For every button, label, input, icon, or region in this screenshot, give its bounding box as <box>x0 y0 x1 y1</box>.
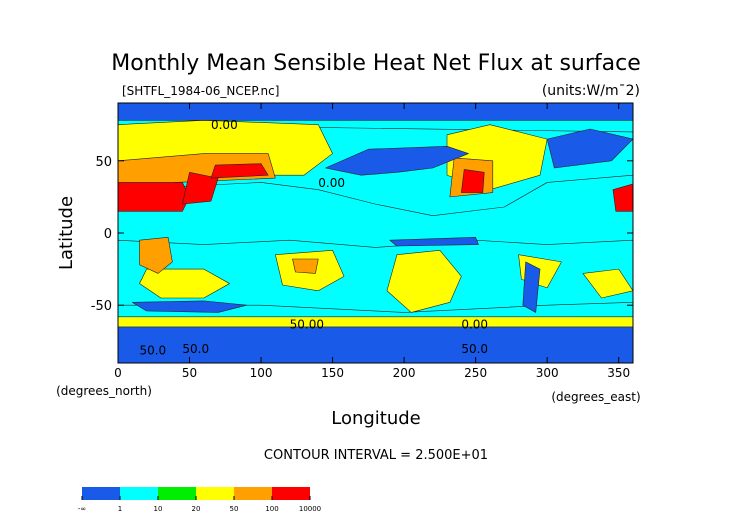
contour-region-level-4 <box>292 258 319 274</box>
y-tick-label: 0 <box>104 227 112 242</box>
contour-region-level-3 <box>139 268 230 299</box>
x-tick-label: 150 <box>321 366 344 380</box>
colorbar-swatch <box>272 487 310 500</box>
x-axis-title: Longitude <box>331 408 421 429</box>
contour-region-level-0 <box>118 103 633 121</box>
contour-region-level-0 <box>325 146 469 176</box>
colorbar-label: 50 <box>230 505 239 513</box>
colorbar-swatch <box>234 487 272 500</box>
y-axis-title: Latitude <box>56 196 77 270</box>
plot-title: Monthly Mean Sensible Heat Net Flux at s… <box>111 51 641 76</box>
contour-interval: CONTOUR INTERVAL = 2.500E+01 <box>264 448 488 463</box>
contour-region-level-5 <box>182 172 219 205</box>
contour-region-level-0 <box>132 300 248 313</box>
contour-map <box>118 103 633 363</box>
colorbar-label: 20 <box>192 505 201 513</box>
contour-label: 0.00 <box>318 176 345 190</box>
colorbar-swatch <box>196 487 234 500</box>
contour-label: 50.0 <box>182 342 209 356</box>
x-tick-label: 350 <box>607 366 630 380</box>
axes: 0 50 100 150 200 250 300 350 -50 0 50 <box>91 103 633 380</box>
contour-label: 50.0 <box>139 343 166 357</box>
contour-region-level-4 <box>139 237 173 274</box>
contour-region-level-0 <box>522 261 541 313</box>
colorbar-label: -∞ <box>78 505 86 513</box>
contour-region-level-0 <box>389 237 479 247</box>
contour-region-level-5 <box>461 169 485 193</box>
x-tick-label: 100 <box>250 366 273 380</box>
colorbar: -∞ 1 10 20 50 100 10000 <box>78 487 321 513</box>
units-label: (units:W/m¯2) <box>542 83 640 99</box>
x-tick-label: 300 <box>536 366 559 380</box>
contour-region-level-5 <box>210 163 269 179</box>
contour-labels: 50.0 50.0 50.0 50.00 0.00 0.00 0.00 <box>139 118 488 357</box>
x-unit-label: (degrees_east) <box>551 390 640 404</box>
contour-region-level-3 <box>118 316 633 329</box>
x-tick-label: 0 <box>114 366 122 380</box>
contour-label: 50.00 <box>290 317 324 331</box>
y-unit-label: (degrees_north) <box>56 384 152 398</box>
contour-region-level-5 <box>118 182 190 212</box>
colorbar-swatch <box>120 487 158 500</box>
contour-region-level-0 <box>118 326 633 363</box>
contour-label: 0.00 <box>211 118 238 132</box>
colorbar-swatch <box>158 487 196 500</box>
colorbar-label: 100 <box>265 505 278 513</box>
contour-label: 50.0 <box>461 342 488 356</box>
contour-region-level-3 <box>582 268 633 299</box>
colorbar-label: 10 <box>154 505 163 513</box>
contour-region-level-3 <box>386 250 462 313</box>
y-tick-label: 50 <box>95 155 112 170</box>
x-tick-label: 200 <box>393 366 416 380</box>
contour-region-level-0 <box>546 128 633 169</box>
contour-region-level-5 <box>612 183 633 212</box>
contour-label: 0.00 <box>461 317 488 331</box>
colorbar-label: 1 <box>118 505 122 513</box>
x-tick-label: 250 <box>464 366 487 380</box>
y-tick-label: -50 <box>91 299 112 314</box>
colorbar-swatch <box>82 487 120 500</box>
colorbar-label: 10000 <box>299 505 321 513</box>
x-tick-label: 50 <box>182 366 197 380</box>
file-label: [SHTFL_1984-06_NCEP.nc] <box>122 84 279 98</box>
contour-region-level-1 <box>118 239 633 313</box>
